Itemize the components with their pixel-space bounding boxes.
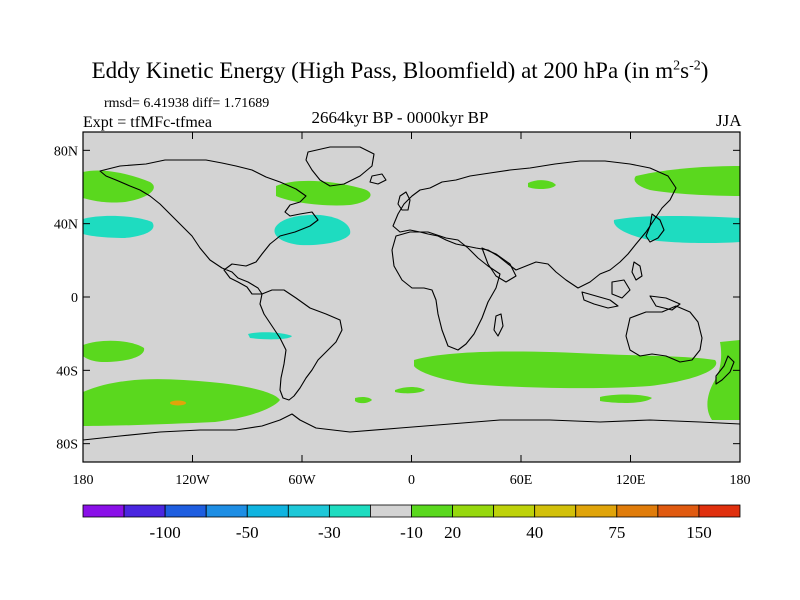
colorbar-label: 20 [444, 523, 461, 542]
anomaly-region [274, 214, 351, 246]
plot-title: Eddy Kinetic Energy (High Pass, Bloomfie… [91, 58, 709, 83]
coastline-new-zealand [715, 355, 735, 385]
coastline-british-isles [397, 191, 411, 211]
lon-tick-label: 180 [73, 473, 94, 488]
longitude-axis: 180 120W 60W 0 60E 120E 180 [73, 132, 751, 488]
anomaly-region [83, 340, 145, 362]
anomaly-region [528, 180, 556, 190]
coastline-australia [625, 305, 703, 363]
colorbar-box [164, 504, 207, 518]
lat-tick-label: 0 [71, 291, 78, 306]
anomaly-region [276, 180, 371, 206]
colorbar-box [616, 504, 659, 518]
latitude-axis: 80N 40N 0 40S 80S [54, 144, 740, 453]
colorbar-box [575, 504, 618, 518]
colorbar-box [411, 504, 453, 518]
colorbar-box [370, 504, 412, 518]
anomaly-region [634, 166, 740, 196]
stats-label: rmsd= 6.41938 diff= 1.71689 [104, 96, 270, 111]
period-label: 2664kyr BP - 0000kyr BP [311, 108, 489, 127]
coastline-iceland [369, 173, 387, 185]
coastline-greenland [305, 146, 375, 187]
coastline-indonesia [581, 291, 619, 309]
colorbar-label: -100 [150, 523, 181, 542]
season-label: JJA [716, 111, 742, 130]
anomaly-region [83, 170, 154, 203]
anomaly-region [613, 216, 740, 244]
experiment-label: Expt = tfMFc-tfmea [83, 114, 212, 131]
colorbar-label: 150 [686, 523, 712, 542]
coastline-borneo [611, 279, 631, 299]
coastlines [82, 146, 741, 441]
anomaly-maximum-spot [170, 400, 186, 406]
lon-tick-label: 60W [288, 473, 316, 488]
coastline-africa [391, 231, 501, 351]
coastline-new-guinea [649, 295, 681, 311]
coastline-madagascar [493, 313, 504, 337]
anomaly-region [248, 332, 292, 340]
lat-tick-label: 40N [54, 218, 78, 233]
lon-tick-label: 60E [510, 473, 533, 488]
lon-tick-label: 0 [408, 473, 415, 488]
colorbar-label: -50 [236, 523, 259, 542]
anomaly-region [83, 215, 154, 238]
colorbar-label: 40 [526, 523, 543, 542]
lon-tick-label: 120E [616, 473, 646, 488]
colorbar-box [205, 504, 248, 518]
anomaly-region [600, 394, 652, 403]
colorbar-label: 75 [608, 523, 625, 542]
lon-tick-label: 180 [730, 473, 751, 488]
lat-tick-label: 80N [54, 144, 78, 159]
lat-tick-label: 40S [56, 364, 78, 379]
lon-tick-label: 120W [175, 473, 210, 488]
colorbar-box [328, 504, 371, 518]
anomaly-region [414, 351, 717, 389]
colorbar-box [82, 504, 125, 518]
colorbar: -100 -50 -30 -10 20 40 75 150 [82, 504, 741, 542]
coastline-philippines [631, 261, 643, 281]
coastline-antarctica [82, 413, 741, 441]
colorbar-box [246, 504, 289, 518]
colorbar-box [493, 504, 536, 518]
negative-anomaly-regions [83, 214, 740, 340]
lat-tick-label: 80S [56, 438, 78, 453]
coastline-south-america [259, 289, 343, 401]
anomaly-region [395, 387, 425, 394]
coastline-japan [645, 213, 665, 243]
coastline-north-america [99, 159, 319, 295]
coastline-arabia [481, 247, 517, 283]
colorbar-box [657, 504, 700, 518]
colorbar-box [123, 504, 166, 518]
colorbar-box [534, 504, 577, 518]
colorbar-box [698, 504, 741, 518]
colorbar-label: -10 [400, 523, 423, 542]
colorbar-label: -30 [318, 523, 341, 542]
colorbar-box [287, 504, 330, 518]
anomaly-region [355, 396, 372, 404]
colorbar-box [452, 504, 495, 518]
